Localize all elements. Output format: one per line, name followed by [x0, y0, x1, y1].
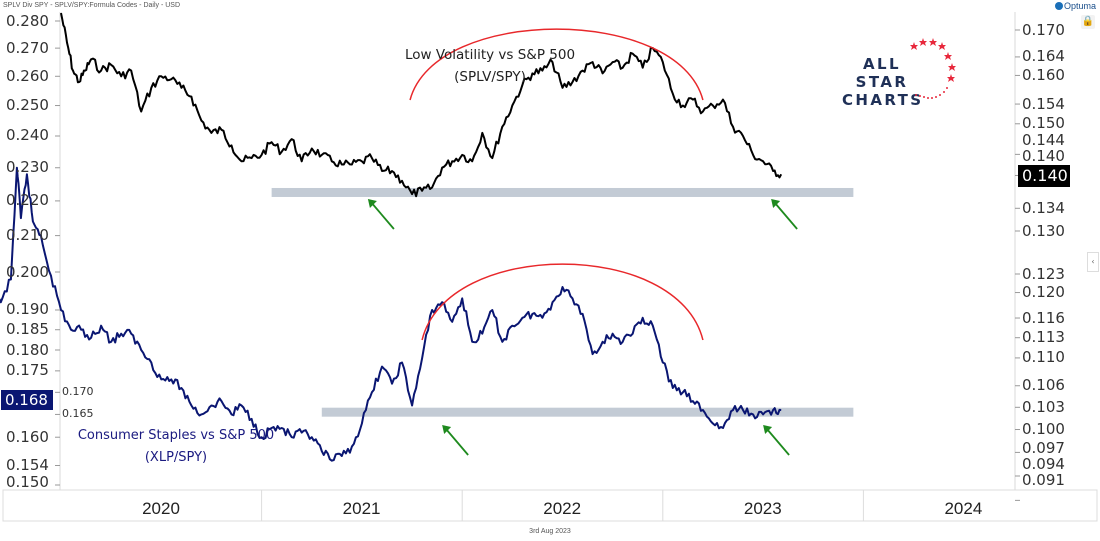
left-tick-label: 0.230 — [6, 158, 49, 177]
optuma-brand: Optuma — [1054, 1, 1096, 11]
arc-splv — [409, 28, 704, 101]
optuma-brand-text: Optuma — [1063, 1, 1096, 11]
right-tick-label: 0.116 — [1022, 308, 1065, 327]
right-tick-label: 0.134 — [1022, 198, 1065, 217]
left-tick-label: 0.154 — [6, 456, 49, 474]
splv-label-line2: (SPLV/SPY) — [454, 69, 526, 85]
series-lines — [0, 12, 783, 462]
x-tick-label: 2023 — [743, 499, 782, 518]
x-tick-label: 2020 — [142, 499, 180, 518]
right-tick-label: 0.144 — [1022, 130, 1065, 149]
left-tick-label: 0.150 — [6, 472, 49, 491]
arc-annotations — [409, 28, 704, 341]
year-separators — [261, 490, 864, 521]
arrow-annotations — [367, 199, 798, 456]
splv-label-line1: Low Volatility vs S&P 500 — [404, 47, 576, 63]
right-tick-label: 0.154 — [1022, 94, 1065, 113]
support-band-splv — [271, 187, 854, 197]
x-tick-label: 2022 — [543, 499, 582, 518]
right-tick-label: 0.106 — [1022, 376, 1065, 395]
optuma-logo-icon — [1054, 2, 1063, 10]
left-tick-label: 0.260 — [6, 66, 49, 85]
splv-last-value-badge: 0.140 — [1018, 165, 1070, 187]
right-tick-label: 0.150 — [1022, 114, 1065, 133]
collapse-panel-button[interactable]: ‹ — [1087, 252, 1099, 272]
left-tick-label: 0.200 — [6, 262, 49, 281]
right-tick-label: 0.091 — [1022, 470, 1065, 489]
x-tick-label: 2024 — [944, 499, 983, 518]
right-tick-label: 0.100 — [1022, 420, 1065, 439]
x-axis-bar[interactable] — [2, 489, 1098, 522]
right-tick-label: 0.094 — [1022, 454, 1065, 473]
all-star-charts-logo: ALL STAR CHARTS — [842, 55, 922, 109]
left-tick-label: 0.160 — [6, 427, 49, 446]
left-tick-label: 0.170 — [62, 385, 94, 399]
left-tick-label: 0.240 — [6, 126, 49, 145]
right-tick-label: 0.103 — [1022, 397, 1065, 416]
left-tick-label: 0.220 — [6, 191, 49, 210]
green-arrow-icon — [763, 425, 790, 456]
left-tick-label: 0.280 — [6, 11, 49, 30]
date-stamp: 3rd Aug 2023 — [529, 528, 571, 535]
green-arrow-icon — [442, 425, 469, 456]
right-tick-label: 0.130 — [1022, 221, 1065, 240]
logo-line2: CHARTS — [842, 91, 924, 109]
right-tick-label: 0.123 — [1022, 264, 1065, 283]
left-tick-label: 0.270 — [6, 38, 49, 57]
support-bands — [271, 187, 854, 417]
xlp-last-value-badge: 0.168 — [1, 390, 53, 410]
left-tick-label: 0.180 — [6, 340, 49, 359]
chart-header-title: SPLV Div SPY - SPLV/SPY:Formula Codes - … — [3, 2, 181, 9]
right-tick-label: 0.120 — [1022, 283, 1065, 302]
xlp-label-line2: (XLP/SPY) — [144, 450, 208, 465]
right-tick-label: 0.164 — [1022, 47, 1065, 66]
lock-icon[interactable]: 🔒 — [1081, 15, 1095, 29]
logo-stars-icon — [910, 38, 956, 99]
x-tick-label: 2021 — [342, 499, 381, 518]
support-band-xlp — [321, 407, 854, 417]
xlp-spy-line — [0, 166, 782, 462]
left-tick-label: 0.190 — [6, 300, 49, 319]
green-arrow-icon — [771, 199, 798, 230]
right-ticks — [1015, 29, 1020, 501]
right-tick-label: 0.097 — [1022, 438, 1065, 457]
splv-series-label: Low Volatility vs S&P 500 (SPLV/SPY) — [360, 44, 620, 88]
logo-line1: ALL STAR — [855, 55, 909, 91]
right-tick-label: 0.110 — [1022, 348, 1065, 367]
left-tick-label: 0.175 — [6, 361, 49, 380]
right-tick-label: 0.170 — [1022, 20, 1065, 39]
right-tick-label: 0.113 — [1022, 328, 1065, 347]
splv-spy-line — [60, 12, 783, 198]
right-tick-label: 0.160 — [1022, 65, 1065, 84]
left-tick-label: 0.250 — [6, 96, 49, 115]
left-tick-label: 0.165 — [62, 407, 94, 421]
left-tick-label: 0.185 — [6, 320, 49, 339]
xlp-label-line1: Consumer Staples vs S&P 500 — [77, 428, 275, 443]
xlp-series-label: Consumer Staples vs S&P 500 (XLP/SPY) — [66, 425, 286, 469]
green-arrow-icon — [367, 199, 395, 230]
left-ticks — [55, 20, 60, 486]
right-tick-label: 0.140 — [1022, 146, 1065, 165]
arc-xlp — [421, 263, 704, 341]
left-tick-label: 0.210 — [6, 226, 49, 245]
